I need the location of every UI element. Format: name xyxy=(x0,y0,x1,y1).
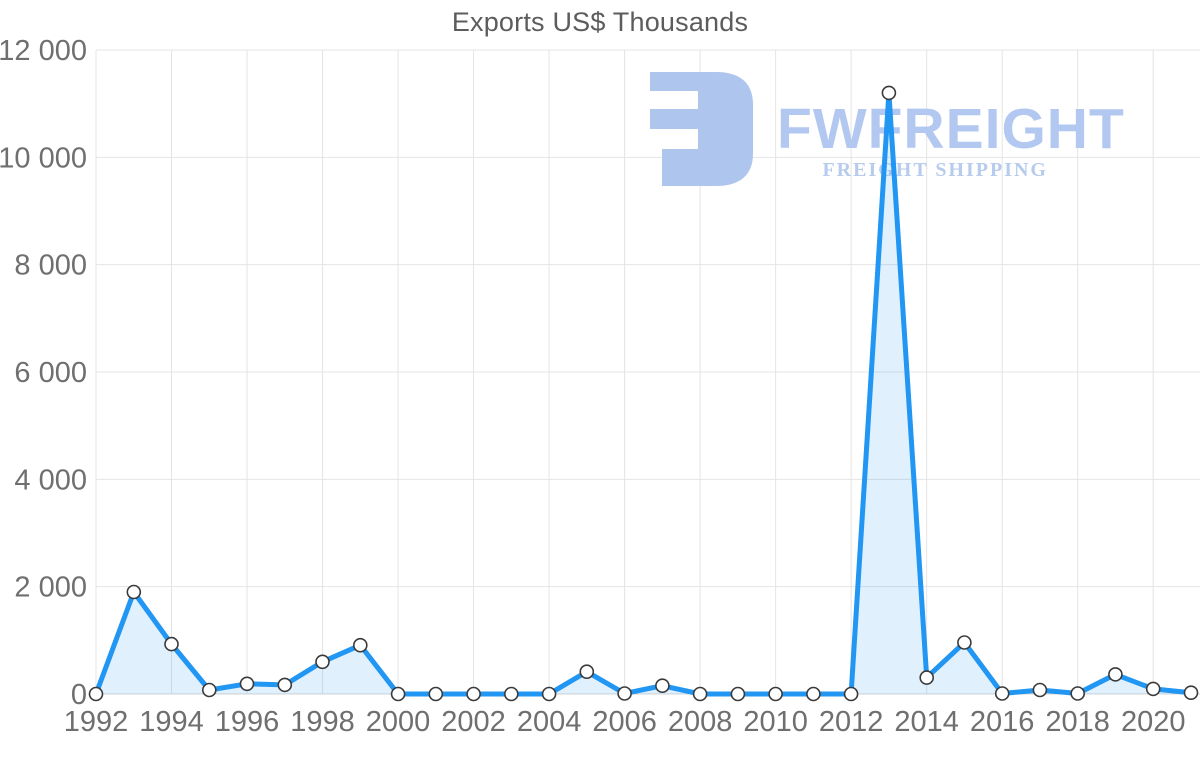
axis-labels-layer: 0 2 000 4 000 6 000 8 000 10 000 12 000 1992 199… xyxy=(0,35,1185,738)
x-tick-label-2014: 2014 xyxy=(894,706,959,738)
data-point-2013[interactable] xyxy=(881,85,897,101)
data-point-2003[interactable] xyxy=(503,686,519,702)
data-point-2008[interactable] xyxy=(692,686,708,702)
data-point-1999[interactable] xyxy=(352,637,368,653)
data-point-2009[interactable] xyxy=(730,686,746,702)
series-area-fill xyxy=(96,92,1191,694)
x-tick-label-2018: 2018 xyxy=(1045,706,1110,738)
data-point-2007[interactable] xyxy=(655,678,670,694)
data-point-1997[interactable] xyxy=(277,677,293,693)
x-tick-label-1998: 1998 xyxy=(290,706,355,738)
series-layer xyxy=(88,85,1199,702)
x-tick-label-2008: 2008 xyxy=(668,706,733,738)
data-point-2017[interactable] xyxy=(1032,682,1048,698)
x-tick-label-2004: 2004 xyxy=(517,706,582,738)
data-point-2018[interactable] xyxy=(1070,686,1085,701)
data-point-2012[interactable] xyxy=(843,686,859,702)
watermark-tagline-text: FREIGHT SHIPPING xyxy=(822,159,1048,181)
y-tick-label-10000: 10 000 xyxy=(0,142,87,174)
data-point-2019[interactable] xyxy=(1108,667,1123,682)
data-point-2001[interactable] xyxy=(428,686,444,702)
data-point-2014[interactable] xyxy=(919,670,935,685)
x-tick-label-1996: 1996 xyxy=(215,706,280,738)
data-point-1993[interactable] xyxy=(126,584,142,600)
watermark-brand-text: FWFREIGHT xyxy=(777,97,1125,161)
data-point-2000[interactable] xyxy=(390,686,406,702)
data-point-2005[interactable] xyxy=(579,664,595,680)
data-point-2020[interactable] xyxy=(1145,681,1161,697)
data-point-1992[interactable] xyxy=(88,686,104,702)
data-point-1996[interactable] xyxy=(239,676,255,692)
gridlines-layer xyxy=(95,49,1200,695)
x-tick-label-1994: 1994 xyxy=(139,706,204,738)
x-tick-label-2012: 2012 xyxy=(819,706,884,738)
x-tick-label-2006: 2006 xyxy=(592,706,657,738)
y-tick-label-0: 0 xyxy=(71,679,87,711)
series-line xyxy=(93,90,1194,697)
x-tick-label-2002: 2002 xyxy=(441,706,506,738)
y-tick-label-2000: 2 000 xyxy=(14,572,87,604)
data-point-1994[interactable] xyxy=(164,636,179,652)
y-tick-label-12000: 12 000 xyxy=(0,35,87,67)
data-point-2011[interactable] xyxy=(806,686,821,702)
y-tick-label-4000: 4 000 xyxy=(14,464,87,496)
y-tick-label-6000: 6 000 xyxy=(14,357,87,389)
data-point-2004[interactable] xyxy=(541,686,557,702)
data-point-1998[interactable] xyxy=(315,654,330,670)
x-tick-label-2016: 2016 xyxy=(970,706,1035,738)
data-point-1995[interactable] xyxy=(202,682,217,698)
data-point-2002[interactable] xyxy=(466,686,481,702)
data-point-2021[interactable] xyxy=(1183,685,1199,701)
fwfreight-logo-icon xyxy=(650,72,753,186)
data-point-2006[interactable] xyxy=(617,686,632,701)
y-tick-label-8000: 8 000 xyxy=(14,250,87,282)
data-point-2015[interactable] xyxy=(957,635,972,650)
data-point-2016[interactable] xyxy=(994,686,1010,701)
x-tick-label-1992: 1992 xyxy=(64,706,129,738)
data-point-2010[interactable] xyxy=(768,686,783,702)
x-tick-label-2010: 2010 xyxy=(743,706,808,738)
x-tick-label-2000: 2000 xyxy=(366,706,431,738)
chart-title: Exports US$ Thousands xyxy=(451,7,749,37)
x-tick-label-2020: 2020 xyxy=(1121,706,1186,738)
watermark: FWFREIGHT FREIGHT SHIPPING xyxy=(650,72,1125,186)
